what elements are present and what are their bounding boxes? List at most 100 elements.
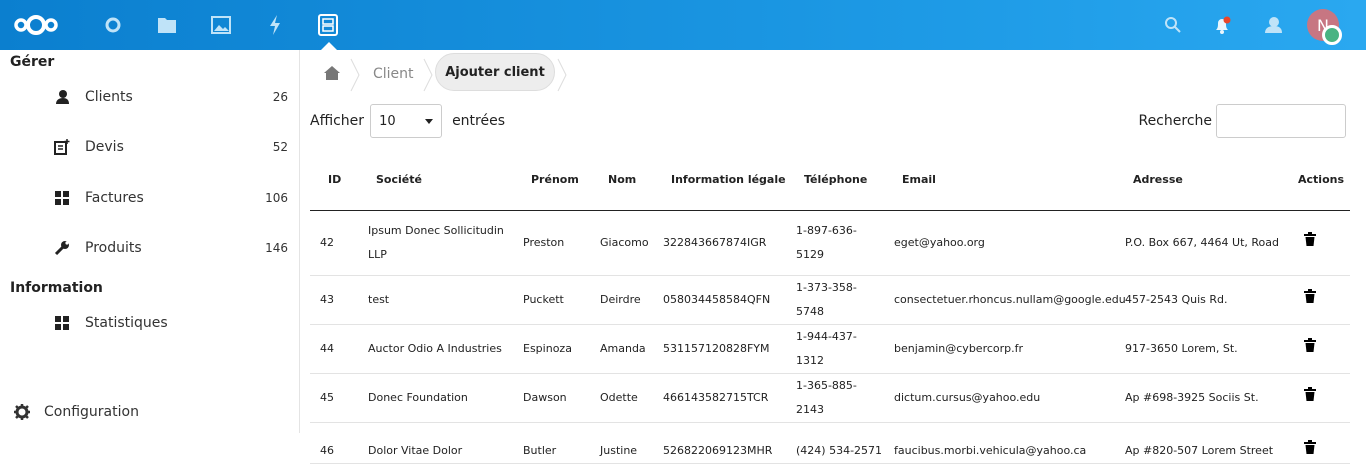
sidebar-item-clients[interactable]: Clients 26	[0, 77, 300, 117]
cell-actions	[1280, 210, 1350, 276]
cell-adresse: 457-2543 Quis Rd.	[1115, 275, 1280, 325]
cell-actions	[1280, 373, 1350, 423]
quote-icon	[54, 139, 70, 155]
breadcrumb-separator-icon	[423, 58, 433, 92]
cell-email: eget@yahoo.org	[884, 210, 1115, 276]
header-email[interactable]: Email	[884, 150, 1115, 211]
wrench-icon	[54, 241, 69, 256]
search-control: Recherche	[1138, 104, 1346, 138]
header-id[interactable]: ID	[310, 150, 358, 211]
search-input[interactable]	[1216, 104, 1346, 138]
page-length-value: 10	[379, 113, 396, 129]
header-adresse[interactable]: Adresse	[1115, 150, 1280, 211]
cell-info-legale: 531157120828FYM	[653, 324, 786, 374]
delete-trash-icon[interactable]	[1304, 288, 1316, 303]
sidebar-item-label: Clients	[85, 89, 133, 105]
header-societe[interactable]: Société	[358, 150, 513, 211]
cell-info-legale: 058034458584QFN	[653, 275, 786, 325]
top-bar: N	[0, 0, 1366, 50]
cell-telephone: (424) 534-2571	[786, 422, 884, 464]
cell-adresse: P.O. Box 667, 4464 Ut, Road	[1115, 210, 1280, 276]
sidebar-item-label: Factures	[85, 190, 144, 206]
header-telephone[interactable]: Téléphone	[786, 150, 884, 211]
cell-info-legale: 466143582715TCR	[653, 373, 786, 423]
table-row[interactable]: 44 Auctor Odio A Industries Espinoza Amanda…	[310, 324, 1350, 374]
sidebar-item-count: 52	[272, 140, 288, 154]
cell-telephone: 1-365-885-2143	[786, 373, 884, 423]
delete-trash-icon[interactable]	[1304, 231, 1316, 246]
cell-email: dictum.cursus@yahoo.edu	[884, 373, 1115, 423]
breadcrumb-client[interactable]: Client	[373, 66, 414, 82]
sidebar: Gérer Clients 26 Devis 52 Factures 106 P…	[0, 50, 300, 433]
breadcrumb-current[interactable]: Ajouter client	[435, 53, 555, 91]
main-content: Client Ajouter client Afficher 10 entrée…	[300, 50, 1366, 464]
cell-adresse: Ap #698-3925 Sociis St.	[1115, 373, 1280, 423]
dashboard-icon[interactable]	[100, 12, 126, 38]
photos-icon[interactable]	[208, 12, 234, 38]
sidebar-item-factures[interactable]: Factures 106	[0, 178, 300, 218]
nextcloud-logo[interactable]	[12, 10, 60, 40]
delete-trash-icon[interactable]	[1304, 386, 1316, 401]
header-nom[interactable]: Nom	[590, 150, 653, 211]
cell-email: consectetuer.rhoncus.nullam@google.edu	[884, 275, 1126, 325]
cell-email: faucibus.morbi.vehicula@yahoo.ca	[884, 422, 1115, 464]
gear-icon	[14, 404, 30, 420]
cell-adresse: 917-3650 Lorem, St.	[1115, 324, 1280, 374]
table-row[interactable]: 45 Donec Foundation Dawson Odette 4661435827…	[310, 373, 1350, 423]
table-row[interactable]: 46 Dolor Vitae Dolor Butler Justine 52682206…	[310, 422, 1350, 464]
header-info-legale[interactable]: Information légale	[653, 150, 786, 211]
delete-trash-icon[interactable]	[1304, 337, 1316, 352]
cell-email: benjamin@cybercorp.fr	[884, 324, 1115, 374]
avatar-initial: N	[1317, 15, 1329, 35]
sidebar-item-count: 26	[272, 90, 288, 104]
search-label: Recherche	[1138, 113, 1212, 129]
table-header-row: ID Société Prénom Nom Information légale…	[310, 150, 1350, 211]
sidebar-item-configuration[interactable]: Configuration	[0, 392, 300, 432]
home-icon[interactable]	[324, 66, 340, 80]
activity-icon[interactable]	[262, 12, 288, 38]
cell-societe: Ipsum Donec Sollicitudin LLP	[358, 210, 513, 276]
sidebar-item-count: 146	[265, 241, 288, 255]
cell-actions	[1280, 275, 1350, 325]
cell-prenom: Espinoza	[513, 324, 590, 374]
cell-info-legale: 322843667874IGR	[653, 210, 786, 276]
clients-app-icon[interactable]	[315, 12, 341, 38]
breadcrumb-separator-icon	[350, 58, 360, 92]
cell-adresse: Ap #820-507 Lorem Street	[1115, 422, 1280, 464]
cell-id: 46	[310, 422, 358, 464]
sidebar-item-label: Configuration	[44, 404, 139, 420]
chevron-down-icon	[425, 118, 434, 124]
cell-telephone: 1-897-636-5129	[786, 210, 884, 276]
length-prefix: Afficher	[310, 113, 365, 129]
cell-nom: Giacomo	[590, 210, 653, 276]
section-manage: Gérer	[10, 54, 55, 70]
length-suffix: entrées	[452, 113, 506, 129]
search-icon[interactable]	[1160, 12, 1186, 38]
table-row[interactable]: 43 test Puckett Deirdre 058034458584QFN 1-373…	[310, 275, 1350, 325]
cell-prenom: Puckett	[513, 275, 590, 325]
invoices-icon	[55, 191, 69, 205]
cell-id: 42	[310, 210, 358, 276]
cell-telephone: 1-944-437-1312	[786, 324, 884, 374]
sidebar-item-statistiques[interactable]: Statistiques	[0, 303, 300, 343]
delete-trash-icon[interactable]	[1304, 439, 1316, 454]
cell-prenom: Dawson	[513, 373, 590, 423]
page-length-select[interactable]: 10	[370, 104, 443, 138]
clients-icon	[56, 90, 69, 104]
section-information: Information	[10, 280, 103, 296]
files-icon[interactable]	[154, 12, 180, 38]
cell-societe: Donec Foundation	[358, 373, 513, 423]
notifications-icon[interactable]	[1209, 12, 1235, 38]
sidebar-item-label: Devis	[85, 139, 124, 155]
table-row[interactable]: 42 Ipsum Donec Sollicitudin LLP Preston Gia…	[310, 210, 1350, 276]
contacts-icon[interactable]	[1260, 12, 1286, 38]
sidebar-item-devis[interactable]: Devis 52	[0, 127, 300, 167]
sidebar-item-produits[interactable]: Produits 146	[0, 228, 300, 268]
sidebar-item-label: Statistiques	[85, 315, 168, 331]
cell-id: 45	[310, 373, 358, 423]
active-app-indicator	[321, 42, 337, 50]
cell-nom: Deirdre	[590, 275, 653, 325]
header-prenom[interactable]: Prénom	[513, 150, 590, 211]
cell-id: 44	[310, 324, 358, 374]
cell-nom: Odette	[590, 373, 653, 423]
